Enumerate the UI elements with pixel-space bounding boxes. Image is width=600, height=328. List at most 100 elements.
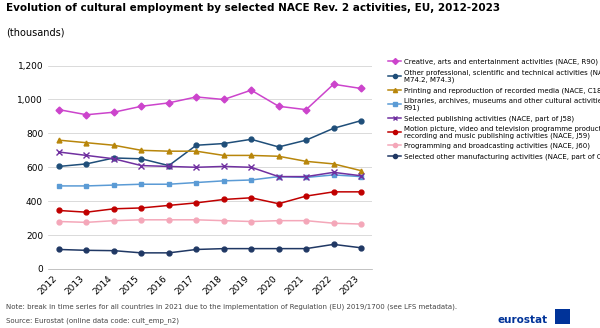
Selected other manufacturing activities (NACE, part of C32) <box>275 247 282 251</box>
Selected publishing activities (NACE, part of J58) <box>358 174 365 178</box>
Programming and broadcasting activities (NACE, J60) <box>330 221 337 225</box>
Libraries, archives, museums and other cultural activities (NACE,
R91) <box>330 173 337 177</box>
Printing and reproduction of recorded media (NACE, C18) <box>55 138 62 142</box>
Other professional, scientific and technical activities (NACE, M74.1,
M74.2, M74.3) <box>193 143 200 147</box>
Motion picture, video and television programme production, sound
recording and music publishing activities (NACE, J59) <box>83 210 90 214</box>
Selected other manufacturing activities (NACE, part of C32) <box>330 242 337 246</box>
Motion picture, video and television programme production, sound
recording and music publishing activities (NACE, J59) <box>110 207 118 211</box>
Printing and reproduction of recorded media (NACE, C18) <box>275 154 282 158</box>
Selected publishing activities (NACE, part of J58) <box>165 164 172 168</box>
Motion picture, video and television programme production, sound
recording and music publishing activities (NACE, J59) <box>302 194 310 198</box>
Programming and broadcasting activities (NACE, J60) <box>220 219 227 223</box>
Other professional, scientific and technical activities (NACE, M74.1,
M74.2, M74.3) <box>248 137 255 141</box>
Printing and reproduction of recorded media (NACE, C18) <box>248 154 255 157</box>
Printing and reproduction of recorded media (NACE, C18) <box>110 143 118 147</box>
Selected publishing activities (NACE, part of J58) <box>110 157 118 161</box>
Other professional, scientific and technical activities (NACE, M74.1,
M74.2, M74.3) <box>165 164 172 168</box>
Libraries, archives, museums and other cultural activities (NACE,
R91) <box>358 174 365 178</box>
Libraries, archives, museums and other cultural activities (NACE,
R91) <box>248 178 255 182</box>
Creative, arts and entertainment activities (NACE, R90) <box>55 108 62 112</box>
Other professional, scientific and technical activities (NACE, M74.1,
M74.2, M74.3) <box>358 119 365 123</box>
Printing and reproduction of recorded media (NACE, C18) <box>83 141 90 145</box>
Libraries, archives, museums and other cultural activities (NACE,
R91) <box>55 184 62 188</box>
Creative, arts and entertainment activities (NACE, R90) <box>275 104 282 108</box>
Text: eurostat: eurostat <box>498 315 548 325</box>
Line: Selected publishing activities (NACE, part of J58): Selected publishing activities (NACE, pa… <box>56 149 364 179</box>
Printing and reproduction of recorded media (NACE, C18) <box>302 159 310 163</box>
Programming and broadcasting activities (NACE, J60) <box>138 218 145 222</box>
Programming and broadcasting activities (NACE, J60) <box>302 219 310 223</box>
Creative, arts and entertainment activities (NACE, R90) <box>248 88 255 92</box>
Libraries, archives, museums and other cultural activities (NACE,
R91) <box>110 183 118 187</box>
Libraries, archives, museums and other cultural activities (NACE,
R91) <box>83 184 90 188</box>
Motion picture, video and television programme production, sound
recording and music publishing activities (NACE, J59) <box>220 197 227 201</box>
Printing and reproduction of recorded media (NACE, C18) <box>358 169 365 173</box>
Text: Source: Eurostat (online data code: cult_emp_n2): Source: Eurostat (online data code: cult… <box>6 318 179 324</box>
Printing and reproduction of recorded media (NACE, C18) <box>220 154 227 157</box>
Selected other manufacturing activities (NACE, part of C32) <box>83 248 90 252</box>
Motion picture, video and television programme production, sound
recording and music publishing activities (NACE, J59) <box>358 190 365 194</box>
Selected other manufacturing activities (NACE, part of C32) <box>55 248 62 252</box>
Printing and reproduction of recorded media (NACE, C18) <box>165 149 172 153</box>
Creative, arts and entertainment activities (NACE, R90) <box>302 108 310 112</box>
Programming and broadcasting activities (NACE, J60) <box>110 219 118 223</box>
Other professional, scientific and technical activities (NACE, M74.1,
M74.2, M74.3) <box>302 138 310 142</box>
Libraries, archives, museums and other cultural activities (NACE,
R91) <box>165 182 172 186</box>
Text: (thousands): (thousands) <box>6 28 65 38</box>
Selected other manufacturing activities (NACE, part of C32) <box>248 247 255 251</box>
Motion picture, video and television programme production, sound
recording and music publishing activities (NACE, J59) <box>275 202 282 206</box>
Line: Printing and reproduction of recorded media (NACE, C18): Printing and reproduction of recorded me… <box>56 138 364 173</box>
Selected other manufacturing activities (NACE, part of C32) <box>302 247 310 251</box>
Selected other manufacturing activities (NACE, part of C32) <box>138 251 145 255</box>
Motion picture, video and television programme production, sound
recording and music publishing activities (NACE, J59) <box>138 206 145 210</box>
Selected publishing activities (NACE, part of J58) <box>275 174 282 178</box>
Other professional, scientific and technical activities (NACE, M74.1,
M74.2, M74.3) <box>83 162 90 166</box>
Programming and broadcasting activities (NACE, J60) <box>165 218 172 222</box>
Other professional, scientific and technical activities (NACE, M74.1,
M74.2, M74.3) <box>220 142 227 146</box>
Creative, arts and entertainment activities (NACE, R90) <box>165 101 172 105</box>
Programming and broadcasting activities (NACE, J60) <box>275 219 282 223</box>
Selected publishing activities (NACE, part of J58) <box>55 150 62 154</box>
Creative, arts and entertainment activities (NACE, R90) <box>358 87 365 91</box>
Selected publishing activities (NACE, part of J58) <box>138 164 145 168</box>
Selected other manufacturing activities (NACE, part of C32) <box>193 248 200 252</box>
Libraries, archives, museums and other cultural activities (NACE,
R91) <box>275 174 282 178</box>
Programming and broadcasting activities (NACE, J60) <box>83 220 90 224</box>
Selected publishing activities (NACE, part of J58) <box>193 165 200 169</box>
Text: Note: break in time series for all countries in 2021 due to the implementation o: Note: break in time series for all count… <box>6 303 457 310</box>
Programming and broadcasting activities (NACE, J60) <box>55 219 62 223</box>
Line: Creative, arts and entertainment activities (NACE, R90): Creative, arts and entertainment activit… <box>56 82 364 117</box>
Motion picture, video and television programme production, sound
recording and music publishing activities (NACE, J59) <box>165 203 172 207</box>
Other professional, scientific and technical activities (NACE, M74.1,
M74.2, M74.3) <box>275 145 282 149</box>
Motion picture, video and television programme production, sound
recording and music publishing activities (NACE, J59) <box>330 190 337 194</box>
Selected publishing activities (NACE, part of J58) <box>302 174 310 178</box>
Motion picture, video and television programme production, sound
recording and music publishing activities (NACE, J59) <box>248 196 255 200</box>
Printing and reproduction of recorded media (NACE, C18) <box>330 162 337 166</box>
Selected publishing activities (NACE, part of J58) <box>83 154 90 157</box>
Other professional, scientific and technical activities (NACE, M74.1,
M74.2, M74.3) <box>55 164 62 168</box>
Libraries, archives, museums and other cultural activities (NACE,
R91) <box>193 180 200 184</box>
Creative, arts and entertainment activities (NACE, R90) <box>83 113 90 117</box>
Other professional, scientific and technical activities (NACE, M74.1,
M74.2, M74.3) <box>330 126 337 130</box>
Other professional, scientific and technical activities (NACE, M74.1,
M74.2, M74.3) <box>138 157 145 161</box>
Motion picture, video and television programme production, sound
recording and music publishing activities (NACE, J59) <box>55 209 62 213</box>
Line: Libraries, archives, museums and other cultural activities (NACE,
R91): Libraries, archives, museums and other c… <box>56 173 364 188</box>
Creative, arts and entertainment activities (NACE, R90) <box>220 97 227 101</box>
Creative, arts and entertainment activities (NACE, R90) <box>330 82 337 86</box>
Programming and broadcasting activities (NACE, J60) <box>193 218 200 222</box>
Selected other manufacturing activities (NACE, part of C32) <box>358 246 365 250</box>
Line: Other professional, scientific and technical activities (NACE, M74.1,
M74.2, M74.3): Other professional, scientific and techn… <box>56 118 364 169</box>
Other professional, scientific and technical activities (NACE, M74.1,
M74.2, M74.3) <box>110 156 118 160</box>
Selected other manufacturing activities (NACE, part of C32) <box>165 251 172 255</box>
Programming and broadcasting activities (NACE, J60) <box>248 219 255 223</box>
Printing and reproduction of recorded media (NACE, C18) <box>138 148 145 152</box>
Line: Selected other manufacturing activities (NACE, part of C32): Selected other manufacturing activities … <box>56 242 364 255</box>
Legend: Creative, arts and entertainment activities (NACE, R90), Other professional, sci: Creative, arts and entertainment activit… <box>388 59 600 160</box>
Line: Motion picture, video and television programme production, sound
recording and music publishing activities (NACE, J59): Motion picture, video and television pro… <box>56 190 364 215</box>
Creative, arts and entertainment activities (NACE, R90) <box>138 104 145 108</box>
Creative, arts and entertainment activities (NACE, R90) <box>193 95 200 99</box>
Selected other manufacturing activities (NACE, part of C32) <box>110 249 118 253</box>
Creative, arts and entertainment activities (NACE, R90) <box>110 110 118 114</box>
Libraries, archives, museums and other cultural activities (NACE,
R91) <box>302 175 310 179</box>
Selected other manufacturing activities (NACE, part of C32) <box>220 247 227 251</box>
